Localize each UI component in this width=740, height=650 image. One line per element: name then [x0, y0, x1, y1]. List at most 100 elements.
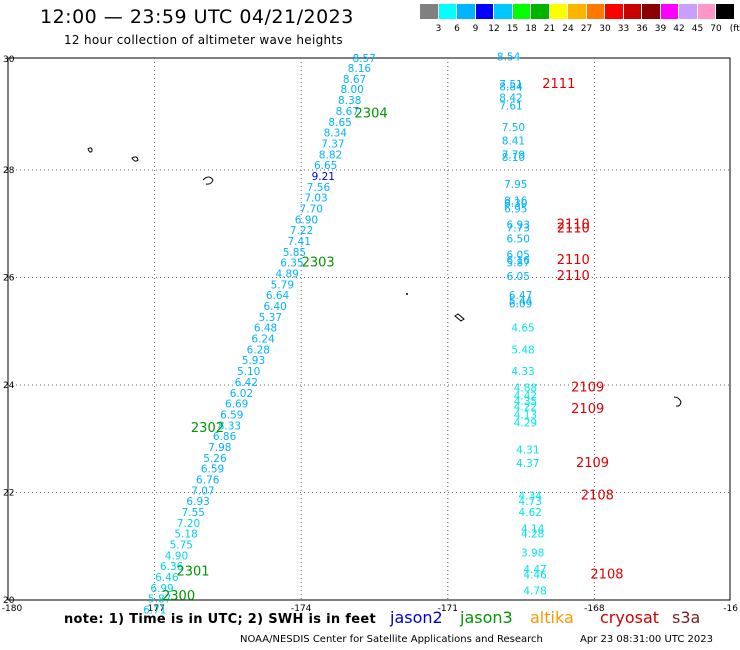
color-scale-label: 21 [543, 24, 556, 34]
wave-height-point: 6.64 [266, 290, 290, 302]
wave-height-point: 6.02 [230, 388, 253, 400]
page-title: 12:00 — 23:59 UTC 04/21/2023 [40, 6, 354, 28]
wave-height-point: 5.87 [148, 594, 171, 606]
color-swatch [586, 4, 605, 19]
wave-height-point: 6.36 [160, 561, 184, 573]
wave-height-point: 6.50 [507, 233, 530, 245]
track-id-label: 2109 [571, 402, 604, 417]
wave-height-point: 8.33 [218, 420, 241, 432]
wave-height-point: 8.65 [328, 117, 351, 129]
track-id-label: 2108 [581, 489, 614, 504]
color-swatch [642, 4, 661, 19]
wave-height-point: 5.44 [509, 296, 533, 308]
wave-height-point: 8.10 [502, 152, 525, 164]
color-swatch [531, 4, 550, 19]
island-outlines [87, 147, 682, 407]
wave-height-point: 4.22 [514, 401, 537, 413]
wave-height-point: 6.48 [254, 323, 277, 335]
color-scale-label: 33 [617, 24, 630, 34]
wave-height-point: 6.65 [314, 160, 337, 172]
y-tick-label: 30 [3, 55, 15, 65]
wave-height-point: 4.35 [514, 396, 537, 408]
wave-height-point: 4.28 [521, 529, 544, 541]
wave-height-point: 5.85 [283, 247, 306, 259]
wave-height-point: 6.05 [507, 250, 530, 262]
wave-height-point: 8.54 [497, 52, 521, 64]
track-id-label: 2302 [191, 421, 224, 436]
wave-height-point: 7.98 [208, 442, 231, 454]
satellite-legend-jason3: jason3 [460, 608, 513, 627]
track-id-label: 2109 [571, 380, 604, 395]
wave-height-point: 6.42 [235, 377, 258, 389]
wave-height-point: 7.07 [191, 485, 214, 497]
wave-height-point: 7.56 [307, 182, 331, 194]
wave-height-values: 8.578.168.678.008.388.678.658.347.378.82… [143, 52, 547, 617]
wave-height-point: 4.88 [514, 382, 537, 394]
x-tick-label: -168 [584, 604, 605, 614]
wave-height-point: 5.26 [203, 453, 227, 465]
wave-height-point: 4.62 [519, 507, 542, 519]
wave-height-point: 5.87 [507, 258, 530, 270]
footer-note: note: 1) Time is in UTC; 2) SWH is in fe… [64, 612, 376, 627]
wave-height-point: 8.34 [324, 128, 348, 140]
wave-height-point: 4.90 [165, 550, 188, 562]
satellite-legend-s3a: s3a [672, 608, 701, 627]
wave-height-point: 9.21 [312, 171, 335, 183]
wave-height-point: 6.35 [280, 258, 303, 270]
axis-ticks: -180 -177 -174 -171 -168 -16 20 22 24 26 28 30 [2, 55, 738, 614]
wave-height-point: 6.99 [150, 583, 173, 595]
wave-height-point: 6.95 [504, 203, 527, 215]
wave-height-point: 7.41 [288, 236, 311, 248]
wave-height-point: 4.46 [523, 569, 547, 581]
wave-height-point: 6.93 [507, 220, 530, 232]
wave-height-point: 5.48 [511, 344, 534, 356]
wave-height-point: 8.41 [502, 136, 525, 148]
color-swatch [549, 4, 568, 19]
color-swatch [420, 4, 439, 19]
y-tick-label: 24 [3, 381, 15, 391]
color-scale-label: 45 [691, 24, 704, 34]
y-tick-label: 20 [3, 596, 15, 606]
track-id-label: 2109 [576, 456, 609, 471]
wave-height-point: 4.73 [519, 496, 542, 508]
color-scale-label: 70 [710, 24, 722, 34]
color-swatch [679, 4, 698, 19]
color-scale-label: 27 [580, 24, 593, 34]
color-swatch [568, 4, 587, 19]
wave-height-point: 8.57 [352, 53, 375, 65]
wave-height-point: 7.61 [499, 100, 522, 112]
satellite-legend-altika: altika [530, 608, 574, 627]
wave-height-point: 4.89 [275, 269, 298, 281]
wave-height-point: 6.59 [201, 464, 224, 476]
plot-frame [7, 57, 731, 601]
color-swatch [512, 4, 531, 19]
track-id-label: 2108 [590, 567, 623, 582]
wave-height-point: 7.51 [499, 79, 522, 91]
wave-height-point: 6.90 [295, 214, 318, 226]
page-subtitle: 12 hour collection of altimeter wave hei… [64, 33, 343, 47]
wave-height-point: 8.67 [343, 74, 366, 86]
wave-height-point: 6.05 [507, 271, 530, 283]
island-outline [131, 156, 139, 162]
wave-height-point: 6.47 [509, 290, 532, 302]
wave-height-point: 8.84 [499, 82, 523, 94]
color-scale-label: 3 [435, 24, 442, 34]
satellite-legend-cryosat: cryosat [600, 608, 660, 627]
wave-height-point: 8.38 [338, 95, 361, 107]
wave-height-point: 6.59 [220, 409, 243, 421]
track-labels: 2304230323022301230021112110211021102110… [162, 77, 623, 604]
y-tick-label: 28 [3, 166, 15, 176]
island-dot [406, 293, 408, 295]
credit-text: NOAA/NESDIS Center for Satellite Applica… [240, 634, 543, 645]
color-swatch [660, 4, 679, 19]
wave-height-point: 7.55 [182, 507, 205, 519]
wave-height-point: 4.65 [511, 323, 534, 335]
wave-height-point: 6.46 [155, 572, 179, 584]
wave-height-point: 8.82 [319, 149, 342, 161]
wave-height-point: 8.42 [499, 92, 522, 104]
wave-height-point: 4.42 [514, 390, 537, 402]
wave-height-point: 8.00 [340, 84, 363, 96]
color-scale-label: 15 [506, 24, 519, 34]
track-id-label: 2110 [557, 269, 590, 284]
color-scale-label: 6 [454, 24, 460, 34]
